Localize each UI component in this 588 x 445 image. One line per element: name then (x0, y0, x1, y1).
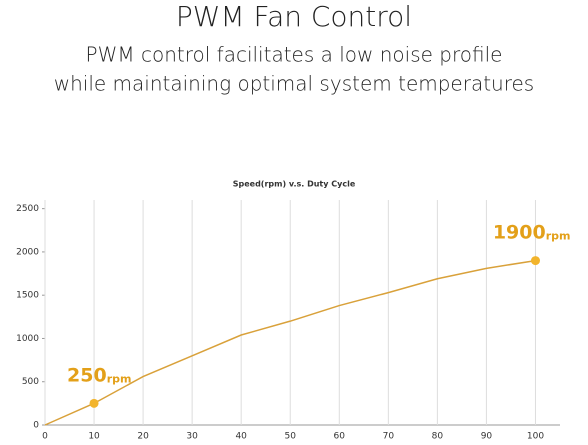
y-tick-label: 1500 (16, 291, 39, 301)
point-label-unit: rpm (546, 230, 571, 243)
subtitle-line: while maintaining optimal system tempera… (54, 72, 534, 96)
x-tick-label: 70 (383, 432, 395, 442)
point-label-value: 250 (67, 364, 107, 386)
y-tick-label: 500 (22, 377, 39, 387)
page-title: PWM Fan Control (176, 0, 412, 33)
point-label: 1900rpm (493, 221, 571, 243)
x-tick-label: 60 (334, 432, 346, 442)
x-tick-label: 30 (186, 432, 198, 442)
x-tick-label: 10 (88, 432, 100, 442)
y-tick-label: 0 (33, 421, 39, 431)
point-label-unit: rpm (107, 372, 132, 385)
y-tick-label: 1000 (16, 334, 39, 344)
point-marker (530, 256, 540, 266)
point-marker (89, 398, 99, 408)
point-label-value: 1900 (493, 221, 546, 243)
x-tick-label: 50 (285, 432, 297, 442)
line (44, 259, 536, 426)
x-tick-label: 90 (481, 432, 493, 442)
x-tick-label: 20 (137, 432, 149, 442)
chart-title: Speed(rpm) v.s. Duty Cycle (233, 180, 356, 189)
y-tick-label: 2000 (16, 247, 39, 257)
x-tick-label: 0 (42, 432, 48, 442)
point-label: 250rpm (67, 364, 131, 386)
x-tick-label: 100 (527, 432, 544, 442)
x-tick-label: 80 (432, 432, 444, 442)
y-tick-label: 2500 (16, 204, 39, 214)
x-tick-label: 40 (235, 432, 247, 442)
subtitle-line: PWM control facilitates a low noise prof… (86, 43, 503, 67)
